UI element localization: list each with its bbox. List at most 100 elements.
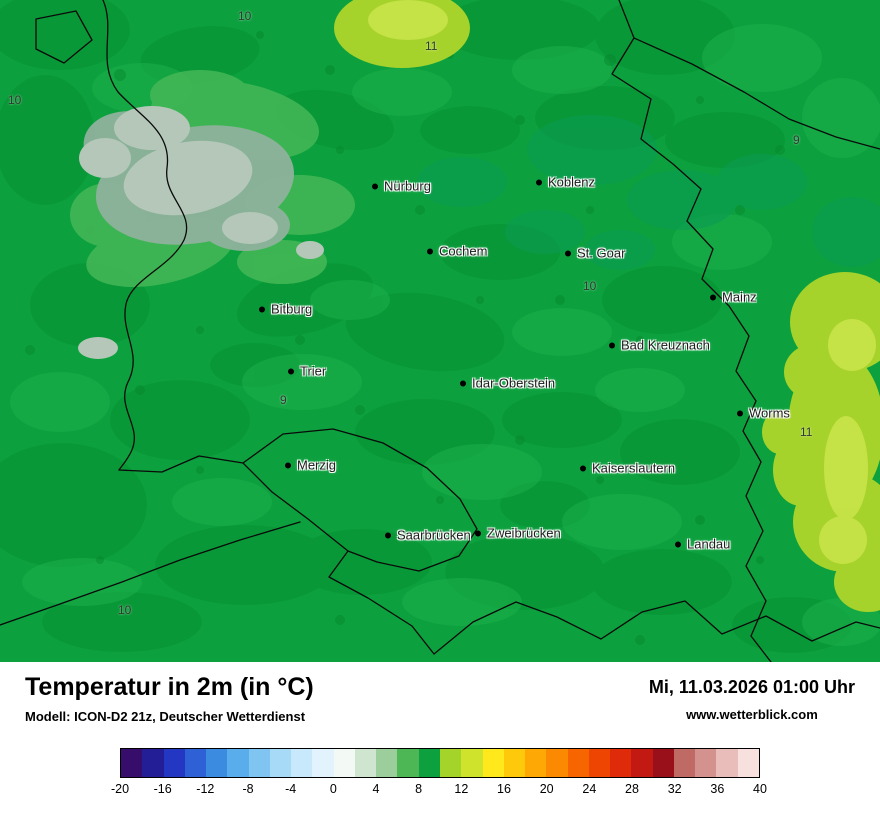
temp-value-label: 9: [793, 133, 800, 147]
legend-segment: [227, 748, 249, 777]
legend-segment: [376, 748, 398, 777]
legend-tick-label: 32: [667, 781, 682, 796]
legend-tick-label: 20: [539, 781, 554, 796]
city-marker: Kaiserslautern: [580, 462, 675, 475]
city-marker: Koblenz: [536, 176, 595, 189]
legend-segment: [418, 748, 440, 777]
legend-segment: [206, 748, 228, 777]
legend-segment: [121, 748, 143, 777]
legend-segment: [142, 748, 164, 777]
city-label: Bitburg: [271, 301, 313, 317]
legend-segment: [567, 748, 589, 777]
city-marker: Zweibrücken: [475, 527, 561, 540]
legend-segment: [482, 748, 504, 777]
city-label: Bad Kreuznach: [621, 337, 710, 353]
model-info: Modell: ICON-D2 21z, Deutscher Wetterdie…: [25, 708, 306, 724]
legend-tick-label: -20: [110, 781, 130, 796]
city-label: Nürburg: [384, 178, 431, 194]
weather-map-canvas: [0, 0, 880, 662]
city-label: Worms: [749, 405, 790, 421]
city-label: Mainz: [722, 289, 757, 305]
page-title: Temperatur in 2m (in °C): [25, 673, 314, 701]
city-label: Cochem: [439, 243, 488, 259]
map-borders: [0, 0, 880, 662]
city-marker: Idar-Oberstein: [460, 377, 555, 390]
forecast-datetime: Mi, 11.03.2026 01:00 Uhr: [648, 677, 855, 697]
city-marker: Mainz: [710, 291, 757, 304]
legend-wrap: -20 -16 -12 -8 -4 0 4 8 12 16 20 24 28 32 36 40: [25, 747, 855, 799]
map-terrain-grey-light: [78, 106, 324, 359]
city-marker: Merzig: [285, 459, 336, 472]
info-header: Temperatur in 2m (in °C) Modell: ICON-D2…: [25, 673, 855, 724]
info-right-column: Mi, 11.03.2026 01:00 Uhr www.wetterblick…: [649, 674, 855, 722]
legend-segment: [163, 748, 185, 777]
temp-value-label: 10: [8, 93, 22, 107]
legend-segment: [631, 748, 653, 777]
city-dot-icon: [460, 380, 466, 386]
temp-value-label: 11: [800, 425, 813, 439]
temp-value-label: 10: [238, 9, 252, 23]
city-dot-icon: [285, 462, 291, 468]
legend-segment: [269, 748, 292, 777]
city-dot-icon: [288, 368, 294, 374]
city-dot-icon: [372, 183, 378, 189]
legend-segment: [716, 748, 738, 777]
legend-ticks: -20 -16 -12 -8 -4 0 4 8 12 16 20 24 28 32 36 40: [111, 781, 767, 799]
city-dot-icon: [710, 294, 716, 300]
legend-tick-label: 8: [415, 781, 423, 796]
city-dot-icon: [475, 530, 481, 536]
city-dot-icon: [580, 465, 586, 471]
legend-segment: [673, 748, 696, 777]
city-dot-icon: [385, 532, 391, 538]
info-panel: Temperatur in 2m (in °C) Modell: ICON-D2…: [0, 662, 880, 830]
temp-value-label: 11: [425, 39, 438, 53]
city-label: Zweibrücken: [487, 525, 561, 541]
legend-tick-label: 4: [372, 781, 380, 796]
city-marker: Saarbrücken: [385, 529, 471, 542]
map-terrain-speckles: [25, 31, 785, 645]
legend-bar: [120, 747, 760, 778]
legend-segment: [588, 748, 611, 777]
legend-segment: [184, 748, 207, 777]
city-dot-icon: [536, 179, 542, 185]
city-label: Saarbrücken: [397, 527, 471, 543]
city-marker: Bitburg: [259, 303, 312, 316]
city-marker: Landau: [675, 538, 730, 551]
legend-tick-label: 24: [582, 781, 597, 796]
city-label: Kaiserslautern: [592, 460, 676, 476]
legend-segment: [695, 748, 717, 777]
city-dot-icon: [675, 541, 681, 547]
city-label: Merzig: [297, 457, 337, 473]
city-label: Landau: [687, 536, 731, 552]
temperature-legend: -20 -16 -12 -8 -4 0 4 8 12 16 20 24 28 32 36 40: [111, 747, 767, 799]
legend-tick-label: -4: [285, 781, 297, 796]
legend-segment: [397, 748, 419, 777]
legend-segment: [737, 748, 759, 777]
map-terrain-teal-green: [417, 115, 880, 270]
legend-segment: [461, 748, 483, 777]
legend-segment: [503, 748, 526, 777]
legend-tick-label: -12: [196, 781, 215, 796]
website-label: www.wetterblick.com: [686, 706, 818, 722]
legend-segment: [312, 748, 334, 777]
legend-tick-label: 28: [625, 781, 639, 796]
legend-segment: [610, 748, 632, 777]
legend-segment: [546, 748, 568, 777]
legend-tick-label: 12: [454, 781, 469, 796]
city-marker: Bad Kreuznach: [609, 339, 710, 352]
city-label: St. Goar: [577, 245, 626, 261]
legend-segment: [652, 748, 674, 777]
temp-value-label: 9: [280, 393, 287, 407]
city-dot-icon: [427, 248, 433, 254]
temp-value-label: 10: [583, 279, 597, 293]
map-terrain-bright-yellow-green: [368, 0, 876, 564]
legend-tick-label: 36: [710, 781, 725, 796]
map-terrain-light-green: [10, 24, 880, 646]
city-label: Koblenz: [548, 174, 595, 190]
legend-tick-label: -8: [242, 781, 254, 796]
city-marker: Cochem: [427, 245, 487, 258]
city-label: Trier: [300, 363, 327, 379]
legend-segment: [291, 748, 313, 777]
legend-tick-label: 40: [753, 781, 767, 796]
